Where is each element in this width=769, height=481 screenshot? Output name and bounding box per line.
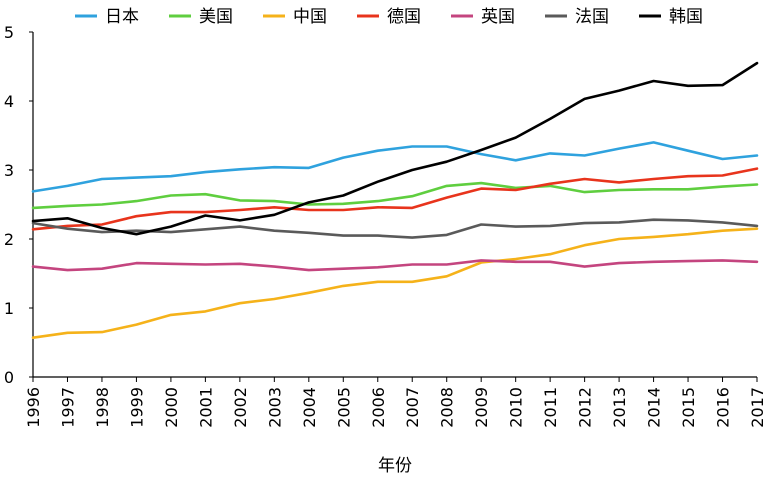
x-tick-label: 1996 [24, 387, 43, 428]
x-tick-label: 2012 [576, 387, 595, 428]
series-line-1 [31, 141, 759, 193]
series-line-7 [31, 61, 759, 236]
x-tick-label: 2002 [231, 387, 250, 428]
series-line-5 [31, 259, 759, 272]
x-tick-label: 2014 [645, 387, 664, 428]
x-axis: 1996 1997 1998 1999 2000 2001 2002 2003 2004 2005… [24, 376, 767, 428]
series-line-6 [31, 218, 759, 239]
x-tick-label: 2010 [507, 387, 526, 428]
x-tick-label: 1999 [127, 387, 146, 428]
y-tick-label: 1 [4, 299, 14, 318]
legend-label-2: 美国 [199, 7, 233, 27]
y-tick-label: 3 [4, 161, 14, 180]
series-lines [31, 61, 759, 340]
series-line-4 [31, 167, 759, 231]
x-tick-label: 2000 [162, 387, 181, 428]
x-tick-label: 1998 [93, 387, 112, 428]
y-tick-label: 2 [4, 230, 14, 249]
x-tick-label: 1997 [58, 387, 77, 428]
x-tick-label: 2016 [714, 387, 733, 428]
legend-label-7: 韩国 [669, 7, 703, 27]
x-tick-label: 2007 [403, 387, 422, 428]
x-tick-label: 2004 [300, 387, 319, 428]
x-tick-label: 2003 [265, 387, 284, 428]
x-tick-label: 2013 [610, 387, 629, 428]
legend-label-6: 法国 [575, 7, 609, 27]
x-tick-label: 2011 [541, 387, 560, 428]
x-tick-label: 2015 [679, 387, 698, 428]
x-tick-label: 2001 [196, 387, 215, 428]
x-tick-label: 2009 [472, 387, 491, 428]
legend-label-3: 中国 [293, 7, 327, 27]
x-tick-label: 2005 [334, 387, 353, 428]
series-line-2 [31, 181, 759, 210]
y-tick-label: 4 [4, 92, 14, 111]
x-tick-label: 2006 [369, 387, 388, 428]
legend: 日本 美国 中国 德国 英国 法国 韩国 [75, 7, 703, 27]
legend-label-5: 英国 [481, 7, 515, 27]
x-tick-label: 2017 [748, 387, 767, 428]
legend-label-4: 德国 [387, 7, 421, 27]
y-axis: 0 1 2 3 4 5 [4, 23, 34, 387]
y-tick-label: 0 [4, 368, 14, 387]
series-line-3 [31, 227, 759, 340]
x-axis-title: 年份 [378, 456, 412, 476]
y-tick-label: 5 [4, 23, 14, 42]
legend-label-1: 日本 [105, 7, 139, 27]
x-tick-label: 2008 [438, 387, 457, 428]
